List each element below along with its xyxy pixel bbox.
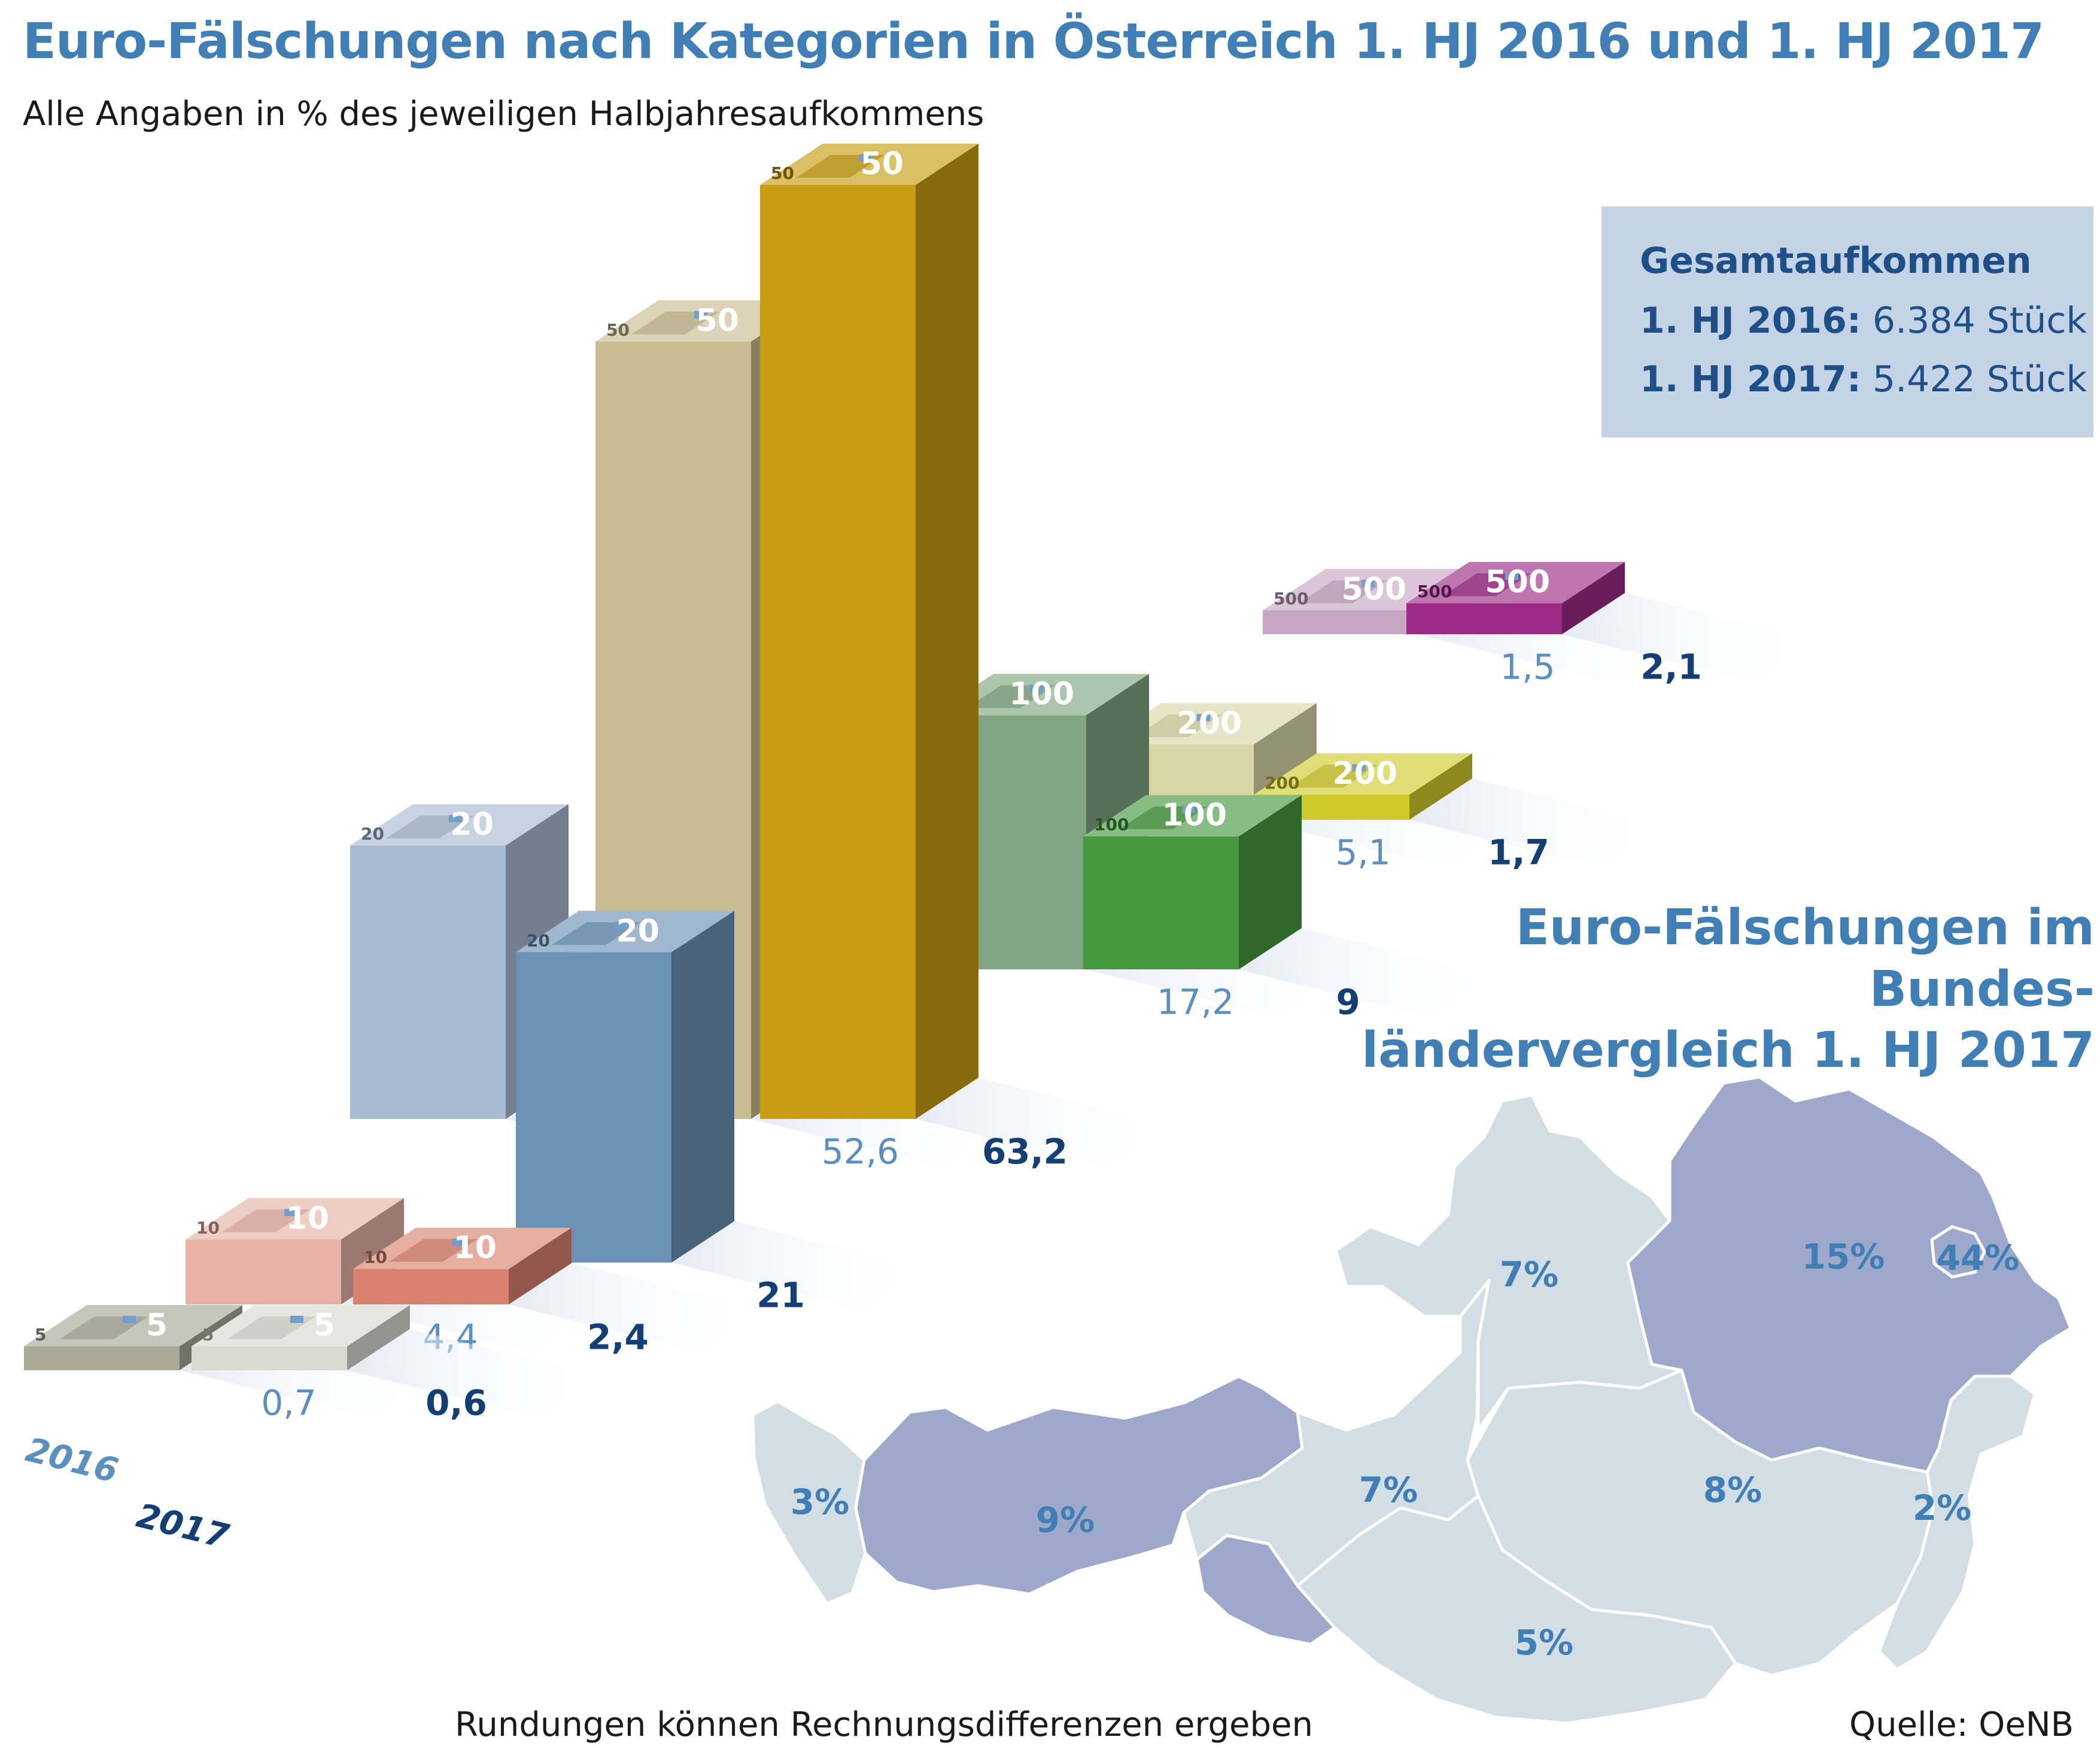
- banknote-corner-10-2016: 10: [196, 1218, 220, 1237]
- banknote-corner-10-2017: 10: [364, 1248, 387, 1267]
- banknote-value-50-2017: 50: [861, 146, 904, 182]
- bar-10-2017: 10 10: [353, 1227, 763, 1352]
- totals-label-2016: 1. HJ 2016:: [1640, 300, 1861, 342]
- value-label-500-2017: 2,1: [1640, 646, 1702, 687]
- banknote-value-200-2017: 200: [1332, 756, 1397, 792]
- banknote-corner-20-2016: 20: [361, 824, 384, 844]
- bar-group-500: 500 500 1,5 500 500 2,1: [1263, 562, 1816, 687]
- banknote-value-5-2016: 5: [146, 1307, 168, 1343]
- banknote-value-10-2017: 10: [454, 1230, 497, 1266]
- map-title: Euro-Fälschungen im Bundes- ländervergle…: [1323, 898, 2095, 1082]
- map-value-burgenland: 2%: [1913, 1488, 1971, 1528]
- banknote-value-20-2017: 20: [616, 913, 660, 949]
- banknote-value-500-2016: 500: [1341, 571, 1406, 607]
- banknote-value-20-2016: 20: [451, 807, 494, 842]
- map-title-line-2: ländervergleich 1. HJ 2017: [1361, 1022, 2095, 1079]
- banknote-value-500-2017: 500: [1485, 564, 1550, 600]
- map-value-oberösterreich: 7%: [1500, 1254, 1558, 1295]
- austria-map: 3% 9% 7% 7% 15% 44% 8% 2% 5%: [751, 1075, 2072, 1725]
- banknote-value-100-2017: 100: [1162, 798, 1227, 834]
- totals-heading: Gesamtaufkommen: [1640, 240, 2032, 282]
- value-label-5-2017: 0,6: [426, 1382, 487, 1423]
- bar-500-2017: 500 500: [1406, 562, 1816, 682]
- bar-group-5: 5 50,75 50,6: [24, 1305, 601, 1423]
- totals-row-2017: 1. HJ 2017: 5.422 Stück: [1640, 358, 2093, 400]
- banknote-corner-500-2016: 500: [1274, 589, 1308, 609]
- bar-20-2017: 20 20: [516, 911, 926, 1310]
- bar-groups: 5005001,55005002,12002005,12002001,71001…: [24, 144, 1816, 1423]
- year-label-2016: 2016: [22, 1431, 122, 1491]
- bar-group-10: 10 104,410 102,4: [186, 1198, 763, 1357]
- footnote: Rundungen können Rechnungsdifferenzen er…: [455, 1705, 1313, 1744]
- value-label-200-2016: 5,1: [1335, 832, 1390, 872]
- banknote-value-50-2016: 50: [696, 303, 739, 339]
- banknote-value-200-2016: 200: [1177, 705, 1242, 741]
- totals-row-2016: 1. HJ 2016: 6.384 Stück: [1640, 300, 2093, 342]
- value-label-100-2017: 9: [1336, 981, 1360, 1022]
- banknote-corner-100-2017: 100: [1094, 815, 1129, 835]
- map-value-vorarlberg: 3%: [791, 1482, 849, 1522]
- year-label-2017: 2017: [133, 1497, 233, 1557]
- value-label-500-2016: 1,5: [1500, 646, 1555, 687]
- chart-subtitle: Alle Angaben in % des jeweiligen Halbjah…: [23, 95, 984, 133]
- totals-label-2017: 1. HJ 2017:: [1640, 358, 1861, 400]
- value-label-10-2017: 2,4: [587, 1316, 649, 1357]
- map-region-kärnten: [1296, 1494, 1737, 1725]
- value-label-50-2017: 63,2: [982, 1131, 1068, 1172]
- banknote-corner-50-2017: 50: [771, 163, 794, 183]
- value-label-50-2016: 52,6: [822, 1131, 899, 1172]
- totals-value-2017: 5.422 Stück: [1872, 358, 2087, 400]
- bar-50-2017: 50 50: [760, 144, 1170, 1167]
- map-value-tirol: 9%: [1036, 1500, 1095, 1540]
- banknote-value-10-2016: 10: [286, 1200, 329, 1236]
- totals-value-2016: 6.384 Stück: [1872, 300, 2087, 342]
- map-value-kärnten: 5%: [1515, 1622, 1573, 1663]
- map-value-wien: 44%: [1937, 1237, 2020, 1278]
- value-label-100-2016: 17,2: [1157, 981, 1234, 1022]
- map-region-wien: [1930, 1225, 1986, 1279]
- value-label-20-2017: 21: [756, 1275, 805, 1315]
- chart-title: Euro-Fälschungen nach Kategorien in Öste…: [23, 13, 2044, 70]
- banknote-corner-5-2017: 5: [202, 1325, 214, 1345]
- banknote-corner-200-2017: 200: [1265, 773, 1299, 793]
- map-value-salzburg: 7%: [1359, 1470, 1418, 1510]
- bar-group-20: 202018,5202021: [350, 804, 926, 1315]
- map-title-line-1: Euro-Fälschungen im Bundes-: [1515, 899, 2095, 1018]
- totals-box: Gesamtaufkommen 1. HJ 2016: 6.384 Stück …: [1601, 206, 2093, 437]
- bar-100-2017: 100 100: [1083, 795, 1493, 1017]
- map-value-steiermark: 8%: [1703, 1470, 1762, 1510]
- value-label-200-2017: 1,7: [1488, 832, 1549, 872]
- banknote-corner-500-2017: 500: [1417, 582, 1452, 601]
- value-label-5-2016: 0,7: [261, 1382, 316, 1423]
- banknote-value-5-2017: 5: [314, 1307, 335, 1343]
- map-region-burgenland: [1877, 1374, 2037, 1671]
- map-value-niederösterreich: 15%: [1802, 1236, 1885, 1277]
- banknote-corner-20-2017: 20: [527, 930, 550, 950]
- banknote-value-100-2016: 100: [1009, 676, 1074, 712]
- banknote-corner-5-2016: 5: [35, 1325, 46, 1345]
- banknote-corner-50-2016: 50: [606, 320, 630, 340]
- source-note: Quelle: OeNB: [1849, 1705, 2074, 1744]
